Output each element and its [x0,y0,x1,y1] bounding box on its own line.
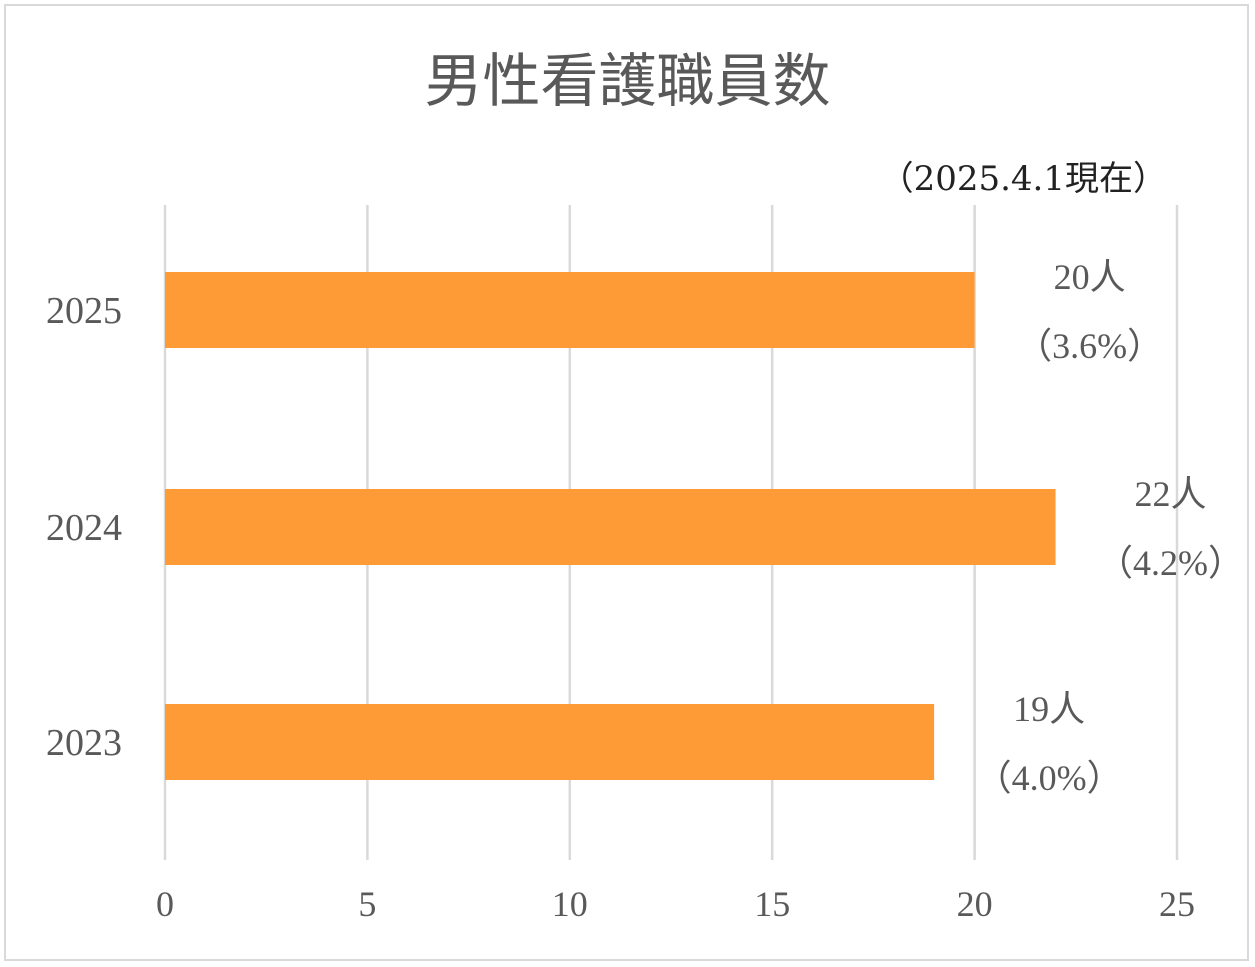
chart-frame [4,4,1249,961]
data-label-count: 20人 [1054,257,1126,297]
chart-title: 男性看護職員数 [424,47,831,115]
bar-2024 [165,489,1056,565]
y-category-label: 2025 [46,290,122,332]
x-tick-label: 10 [552,884,588,924]
x-tick-label: 25 [1159,884,1195,924]
x-tick-label: 15 [754,884,790,924]
y-category-label: 2023 [46,722,122,764]
chart-date-note: （2025.4.1現在） [879,159,1167,199]
y-category-label: 2024 [46,507,122,549]
x-tick-label: 0 [156,884,174,924]
data-label-percent: （4.0%） [976,758,1123,798]
data-label-percent: （3.6%） [1016,326,1163,366]
bar-2025 [165,272,975,348]
data-label-percent: （4.2%） [1097,543,1244,583]
x-tick-label: 20 [957,884,993,924]
data-label-count: 19人 [1013,689,1085,729]
bar-2023 [165,704,935,780]
x-tick-label: 5 [358,884,376,924]
data-label-count: 22人 [1135,474,1207,514]
